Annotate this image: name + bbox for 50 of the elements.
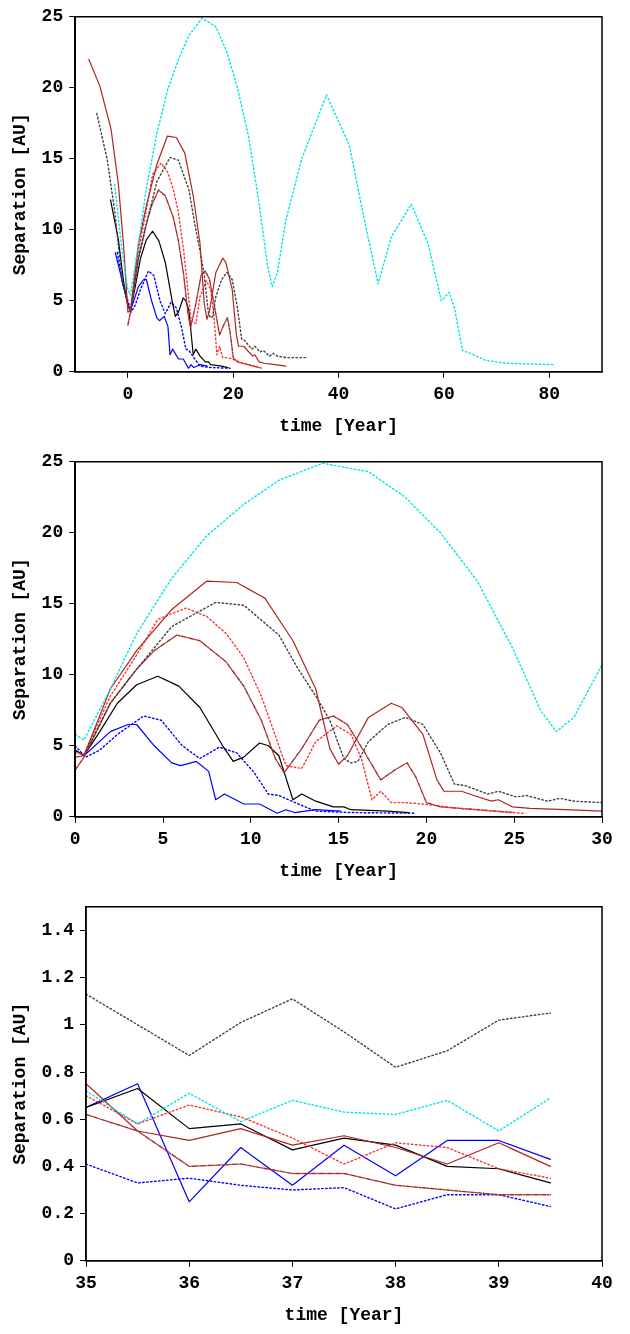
y-axis-title: Separation [AU] — [10, 1002, 31, 1165]
y-tick-label: 15 — [41, 593, 64, 614]
y-tick-label: 5 — [52, 735, 64, 756]
y-tick-label: 10 — [41, 219, 64, 240]
x-tick-label: 15 — [327, 829, 350, 850]
line-series — [86, 1113, 552, 1196]
y-tick-label: 10 — [41, 664, 64, 685]
x-axis-title: time [Year] — [284, 1304, 404, 1325]
x-tick-label: 40 — [327, 384, 350, 405]
y-axis-title: Separation [AU] — [10, 113, 31, 276]
x-tick-label: 5 — [157, 829, 169, 850]
x-tick-label: 37 — [281, 1273, 304, 1294]
y-tick-label: 1.4 — [41, 919, 75, 940]
line-series — [75, 715, 417, 814]
y-tick-label: 20 — [41, 77, 64, 98]
y-tick-label: 0 — [52, 806, 64, 827]
y-tick-label: 0 — [52, 361, 64, 382]
x-tick-label: 25 — [503, 829, 526, 850]
x-tick-label: 30 — [591, 829, 613, 850]
y-axis-title: Separation [AU] — [10, 558, 31, 721]
y-tick-label: 15 — [41, 148, 64, 169]
x-tick-label: 80 — [538, 384, 561, 405]
x-tick-label: 36 — [178, 1273, 201, 1294]
x-tick-label: 35 — [75, 1273, 97, 1294]
y-tick-label: 1 — [63, 1014, 75, 1035]
y-tick-label: 5 — [52, 290, 64, 311]
x-tick-label: 20 — [415, 829, 438, 850]
x-axis-title: time [Year] — [279, 860, 399, 881]
line-series — [114, 17, 556, 366]
x-tick-label: 39 — [488, 1273, 510, 1294]
y-tick-label: 25 — [41, 6, 64, 27]
line-series — [96, 112, 308, 359]
line-series — [75, 462, 602, 741]
y-tick-label: 0.6 — [41, 1108, 75, 1129]
y-tick-label: 20 — [41, 522, 64, 543]
line-series — [86, 1090, 552, 1132]
line-series — [86, 993, 552, 1068]
x-tick-label: 10 — [240, 829, 262, 850]
x-axis-title: time [Year] — [279, 415, 399, 436]
x-tick-label: 40 — [591, 1273, 613, 1294]
x-tick-label: 20 — [222, 384, 245, 405]
y-tick-label: 0.4 — [41, 1155, 75, 1176]
y-tick-label: 0 — [63, 1250, 75, 1271]
x-tick-label: 38 — [384, 1273, 407, 1294]
y-tick-label: 25 — [41, 451, 64, 472]
y-tick-label: 0.8 — [41, 1061, 75, 1082]
x-tick-label: 60 — [433, 384, 455, 405]
x-tick-label: 0 — [122, 384, 134, 405]
y-tick-label: 1.2 — [41, 967, 75, 988]
y-tick-label: 0.2 — [41, 1203, 75, 1224]
